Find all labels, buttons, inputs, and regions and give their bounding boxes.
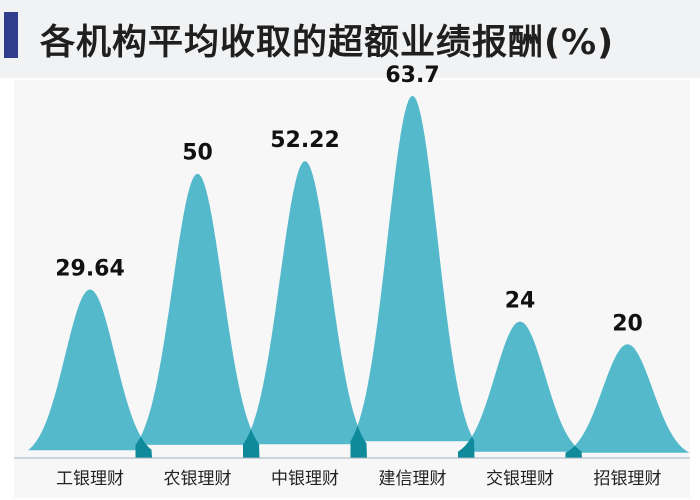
value-labels: 29.64 50 52.22 63.7 24 20 xyxy=(55,63,643,336)
value-label: 63.7 xyxy=(385,63,439,88)
category-label: 中银理财 xyxy=(271,469,339,489)
peak-series xyxy=(28,95,690,453)
overlap-5 xyxy=(565,446,582,458)
peak-2 xyxy=(135,173,260,445)
category-label: 招银理财 xyxy=(594,469,662,489)
overlap-3 xyxy=(350,425,367,458)
peak-3 xyxy=(243,161,367,445)
chart-title: 各机构平均收取的超额业绩报酬(%) xyxy=(40,23,615,63)
overlap-1 xyxy=(135,436,152,458)
category-label: 工银理财 xyxy=(56,469,124,489)
title-bar xyxy=(0,0,700,78)
title-accent-bar xyxy=(4,12,18,58)
value-label: 50 xyxy=(182,141,213,166)
value-label: 29.64 xyxy=(55,256,125,281)
overlap-regions xyxy=(135,425,582,458)
category-label: 建信理财 xyxy=(379,469,447,489)
overlap-2 xyxy=(243,429,260,458)
value-label: 20 xyxy=(612,311,643,336)
peak-1 xyxy=(28,289,152,451)
peak-4 xyxy=(350,95,475,442)
peak-5 xyxy=(458,321,582,452)
peak-6 xyxy=(565,344,690,453)
value-label: 52.22 xyxy=(270,128,340,153)
category-label: 农银理财 xyxy=(164,469,232,489)
category-labels: 工银理财 农银理财 中银理财 建信理财 交银理财 招银理财 xyxy=(56,469,662,489)
overlap-4 xyxy=(458,436,475,458)
value-label: 24 xyxy=(505,289,536,314)
category-label: 交银理财 xyxy=(486,469,554,489)
